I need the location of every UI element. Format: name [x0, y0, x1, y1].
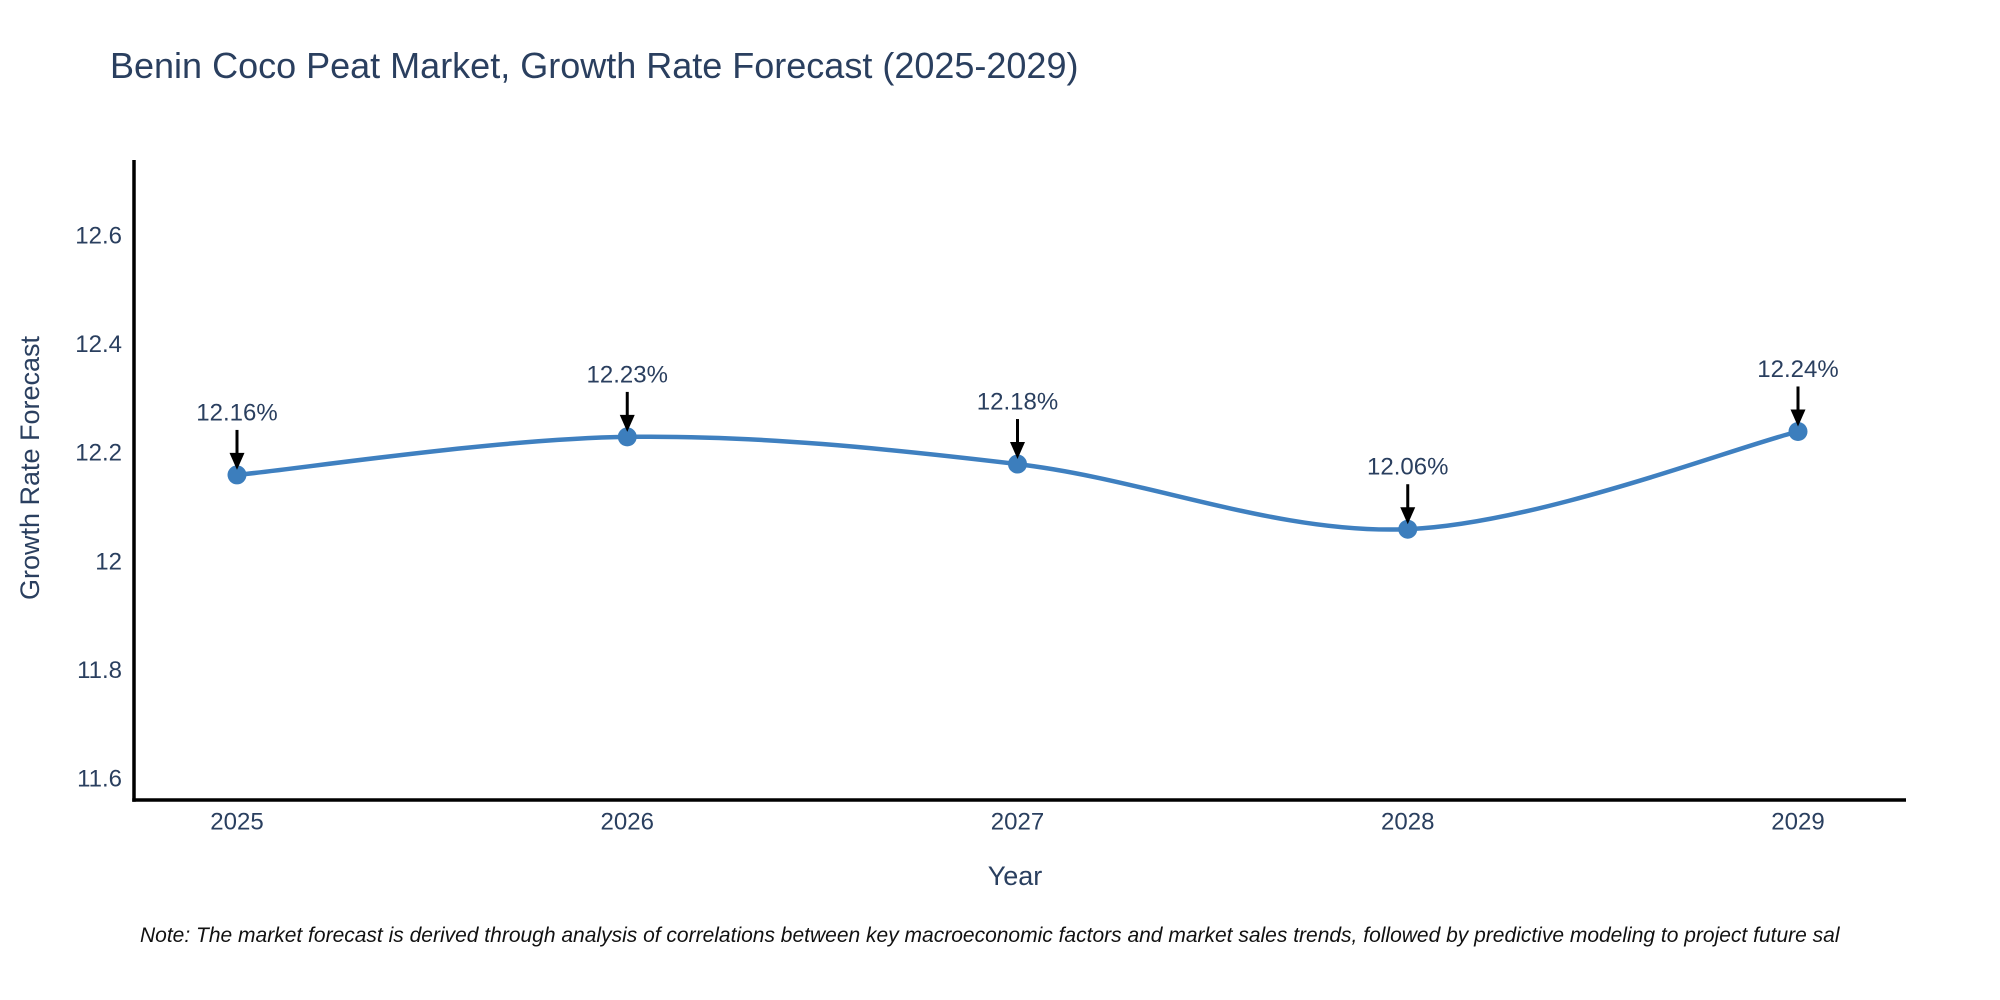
- x-tick-label: 2027: [991, 809, 1044, 836]
- x-tick-label: 2026: [601, 809, 654, 836]
- data-point-marker[interactable]: [1398, 519, 1418, 539]
- y-tick-label: 12: [95, 548, 122, 575]
- point-annotation: 12.16%: [196, 399, 278, 470]
- y-axis-title: Growth Rate Forecast: [15, 335, 45, 600]
- x-tick-label: 2028: [1381, 809, 1434, 836]
- point-annotation: 12.18%: [977, 389, 1058, 460]
- chart-title: Benin Coco Peat Market, Growth Rate Fore…: [110, 45, 1079, 86]
- series-layer: [227, 421, 1808, 539]
- annotation-arrowhead: [619, 414, 635, 432]
- x-tick-label: 2025: [210, 809, 263, 836]
- point-annotation: 12.24%: [1757, 356, 1839, 427]
- y-tick-label: 11.8: [77, 657, 122, 684]
- annotation-label: 12.24%: [1757, 356, 1838, 383]
- axes-layer: [132, 160, 1906, 802]
- point-annotation: 12.23%: [587, 361, 668, 432]
- data-point-marker[interactable]: [1788, 421, 1808, 441]
- y-tick-label: 12.6: [75, 223, 122, 250]
- data-point-marker[interactable]: [1008, 454, 1027, 474]
- y-tick-label: 12.4: [75, 331, 122, 358]
- annotation-arrowhead: [1400, 507, 1416, 525]
- x-tick-label: 2029: [1771, 809, 1824, 836]
- footnote: Note: The market forecast is derived thr…: [140, 924, 1840, 947]
- data-point-marker[interactable]: [617, 427, 637, 447]
- x-axis-title: Year: [988, 861, 1043, 891]
- annotation-label: 12.06%: [1367, 454, 1448, 481]
- annotation-label: 12.23%: [587, 361, 668, 388]
- point-annotation: 12.06%: [1367, 454, 1448, 525]
- y-tick-label: 11.6: [77, 766, 122, 793]
- annotation-label: 12.18%: [977, 389, 1058, 416]
- annotation-arrowhead: [1010, 442, 1025, 460]
- annotation-arrowhead: [1790, 409, 1806, 427]
- y-tick-label: 12.2: [75, 440, 122, 467]
- annotations-layer: 12.16% 12.23% 12.18% 12.06% 12.24%: [196, 356, 1839, 525]
- ticks-layer: 11.6 11.8 12 12.2 12.4 12.6 2025 2026 2027 2028 20…: [75, 223, 1824, 836]
- axis-titles-layer: Year Growth Rate Forecast: [15, 335, 1042, 891]
- data-point-marker[interactable]: [227, 465, 247, 485]
- annotation-arrowhead: [229, 452, 245, 470]
- annotation-label: 12.16%: [196, 399, 277, 426]
